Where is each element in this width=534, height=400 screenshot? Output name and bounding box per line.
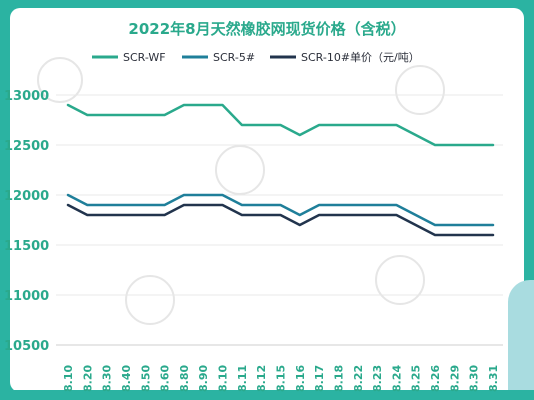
watermark-group: [37, 57, 445, 325]
decorative-bottom-bar: [0, 390, 534, 400]
x-tick-label: 8.50: [139, 365, 152, 392]
x-tick-label: 8.22: [352, 365, 365, 392]
y-tick-label: 11000: [4, 289, 49, 304]
y-tick-label: 13000: [4, 89, 49, 104]
series-line-scr-10-: [66, 203, 495, 237]
x-tick-label: 8.31: [487, 365, 500, 392]
x-tick-label: 8.10: [62, 365, 75, 392]
series-lines: [66, 103, 495, 237]
x-tick-label: 8.30: [101, 365, 114, 392]
x-tick-label: 8.29: [448, 365, 461, 392]
x-tick-label: 8.16: [294, 365, 307, 392]
series-line-scr-wf: [66, 103, 495, 147]
unit-label: 单价（元/吨）: [350, 51, 420, 64]
x-tick-label: 8.26: [429, 365, 442, 392]
x-tick-label: 8.15: [275, 365, 288, 392]
watermark-logo: [125, 275, 175, 325]
x-tick-label: 8.18: [332, 365, 345, 392]
x-tick-label: 8.20: [81, 365, 94, 392]
watermark-logo: [215, 145, 265, 195]
y-tick-label: 11500: [4, 239, 49, 254]
y-tick-label: 12000: [4, 189, 49, 204]
x-tick-label: 8.25: [410, 365, 423, 392]
legend-label: SCR-WF: [123, 51, 166, 64]
x-tick-label: 8.60: [159, 365, 172, 392]
x-tick-label: 8.90: [197, 365, 210, 392]
series-line-scr-5-: [66, 193, 495, 227]
decorative-corner: [508, 280, 534, 400]
x-tick-label: 8.24: [390, 365, 403, 392]
legend-label: SCR-5#: [213, 51, 255, 64]
chart-card: [10, 8, 524, 392]
y-tick-label: 10500: [4, 339, 49, 354]
x-tick-label: 8.30: [468, 365, 481, 392]
legend-label: SCR-10#: [301, 51, 350, 64]
legend: SCR-WF SCR-5# SCR-10# 单价（元/吨）: [92, 51, 420, 64]
x-tick-label: 8.23: [371, 365, 384, 392]
gridlines: [56, 94, 503, 346]
x-tick-label: 8.10: [217, 365, 230, 392]
watermark-logo: [395, 65, 445, 115]
x-tick-label: 8.17: [313, 365, 326, 392]
y-axis: 13000 12500 12000 11500 11000 10500: [4, 89, 49, 354]
x-tick-label: 8.80: [178, 365, 191, 392]
x-tick-label: 8.11: [236, 365, 249, 392]
x-tick-label: 8.12: [255, 365, 268, 392]
chart-title: 2022年8月天然橡胶网现货价格（含税）: [128, 20, 405, 38]
watermark-logo: [37, 57, 83, 103]
y-tick-label: 12500: [4, 139, 49, 154]
x-tick-label: 8.40: [120, 365, 133, 392]
watermark-logo: [375, 255, 425, 305]
x-axis: 8.10 8.20 8.30 8.40 8.50 8.60 8.80 8.90 8.10 8.11…: [62, 365, 500, 392]
